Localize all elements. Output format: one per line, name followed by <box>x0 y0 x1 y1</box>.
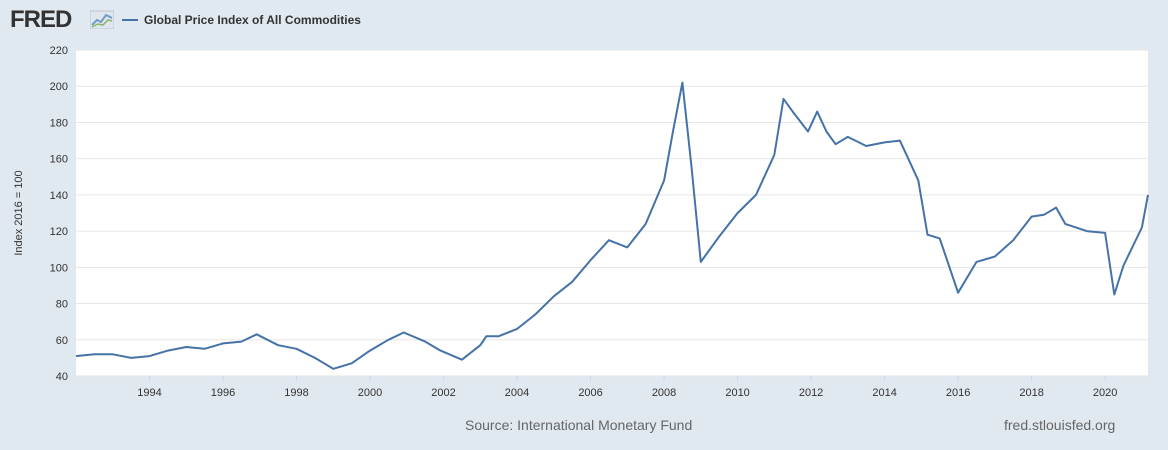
y-tick-label: 120 <box>50 226 68 238</box>
plot-area <box>76 50 1148 376</box>
footer-site-link[interactable]: fred.stlouisfed.org <box>1004 417 1116 433</box>
x-tick-label: 2004 <box>505 387 529 399</box>
x-tick-label: 2000 <box>358 387 382 399</box>
y-tick-label: 200 <box>50 81 68 93</box>
y-tick-label: 180 <box>50 117 68 129</box>
x-tick-label: 1994 <box>137 387 161 399</box>
y-tick-label: 60 <box>56 335 68 347</box>
x-tick-label: 1998 <box>284 387 308 399</box>
x-tick-label: 2016 <box>946 387 970 399</box>
x-tick-label: 2002 <box>431 387 455 399</box>
y-tick-label: 40 <box>56 371 68 383</box>
legend-swatch <box>122 19 138 21</box>
footer-source: Source: International Monetary Fund <box>465 417 693 433</box>
y-axis-title: Index 2016 = 100 <box>13 170 25 255</box>
chart-header: FRED Global Price Index of All Commoditi… <box>0 0 1168 40</box>
x-tick-label: 1996 <box>211 387 235 399</box>
x-tick-label: 2018 <box>1019 387 1043 399</box>
y-tick-label: 80 <box>56 299 68 311</box>
x-tick-label: 2006 <box>578 387 602 399</box>
x-tick-label: 2012 <box>799 387 823 399</box>
x-tick-label: 2008 <box>652 387 676 399</box>
y-tick-label: 100 <box>50 262 68 274</box>
x-tick-label: 2020 <box>1093 387 1117 399</box>
y-tick-label: 160 <box>50 154 68 166</box>
legend-series-label: Global Price Index of All Commodities <box>144 13 361 27</box>
fred-line-graph-icon <box>90 10 114 29</box>
fred-logo[interactable]: FRED <box>10 6 72 33</box>
x-tick-label: 2010 <box>725 387 749 399</box>
y-tick-label: 140 <box>50 190 68 202</box>
y-tick-label: 220 <box>50 45 68 57</box>
series-line[interactable] <box>75 81 1149 370</box>
chart-legend[interactable]: Global Price Index of All Commodities <box>122 12 361 28</box>
x-tick-label: 2014 <box>872 387 896 399</box>
